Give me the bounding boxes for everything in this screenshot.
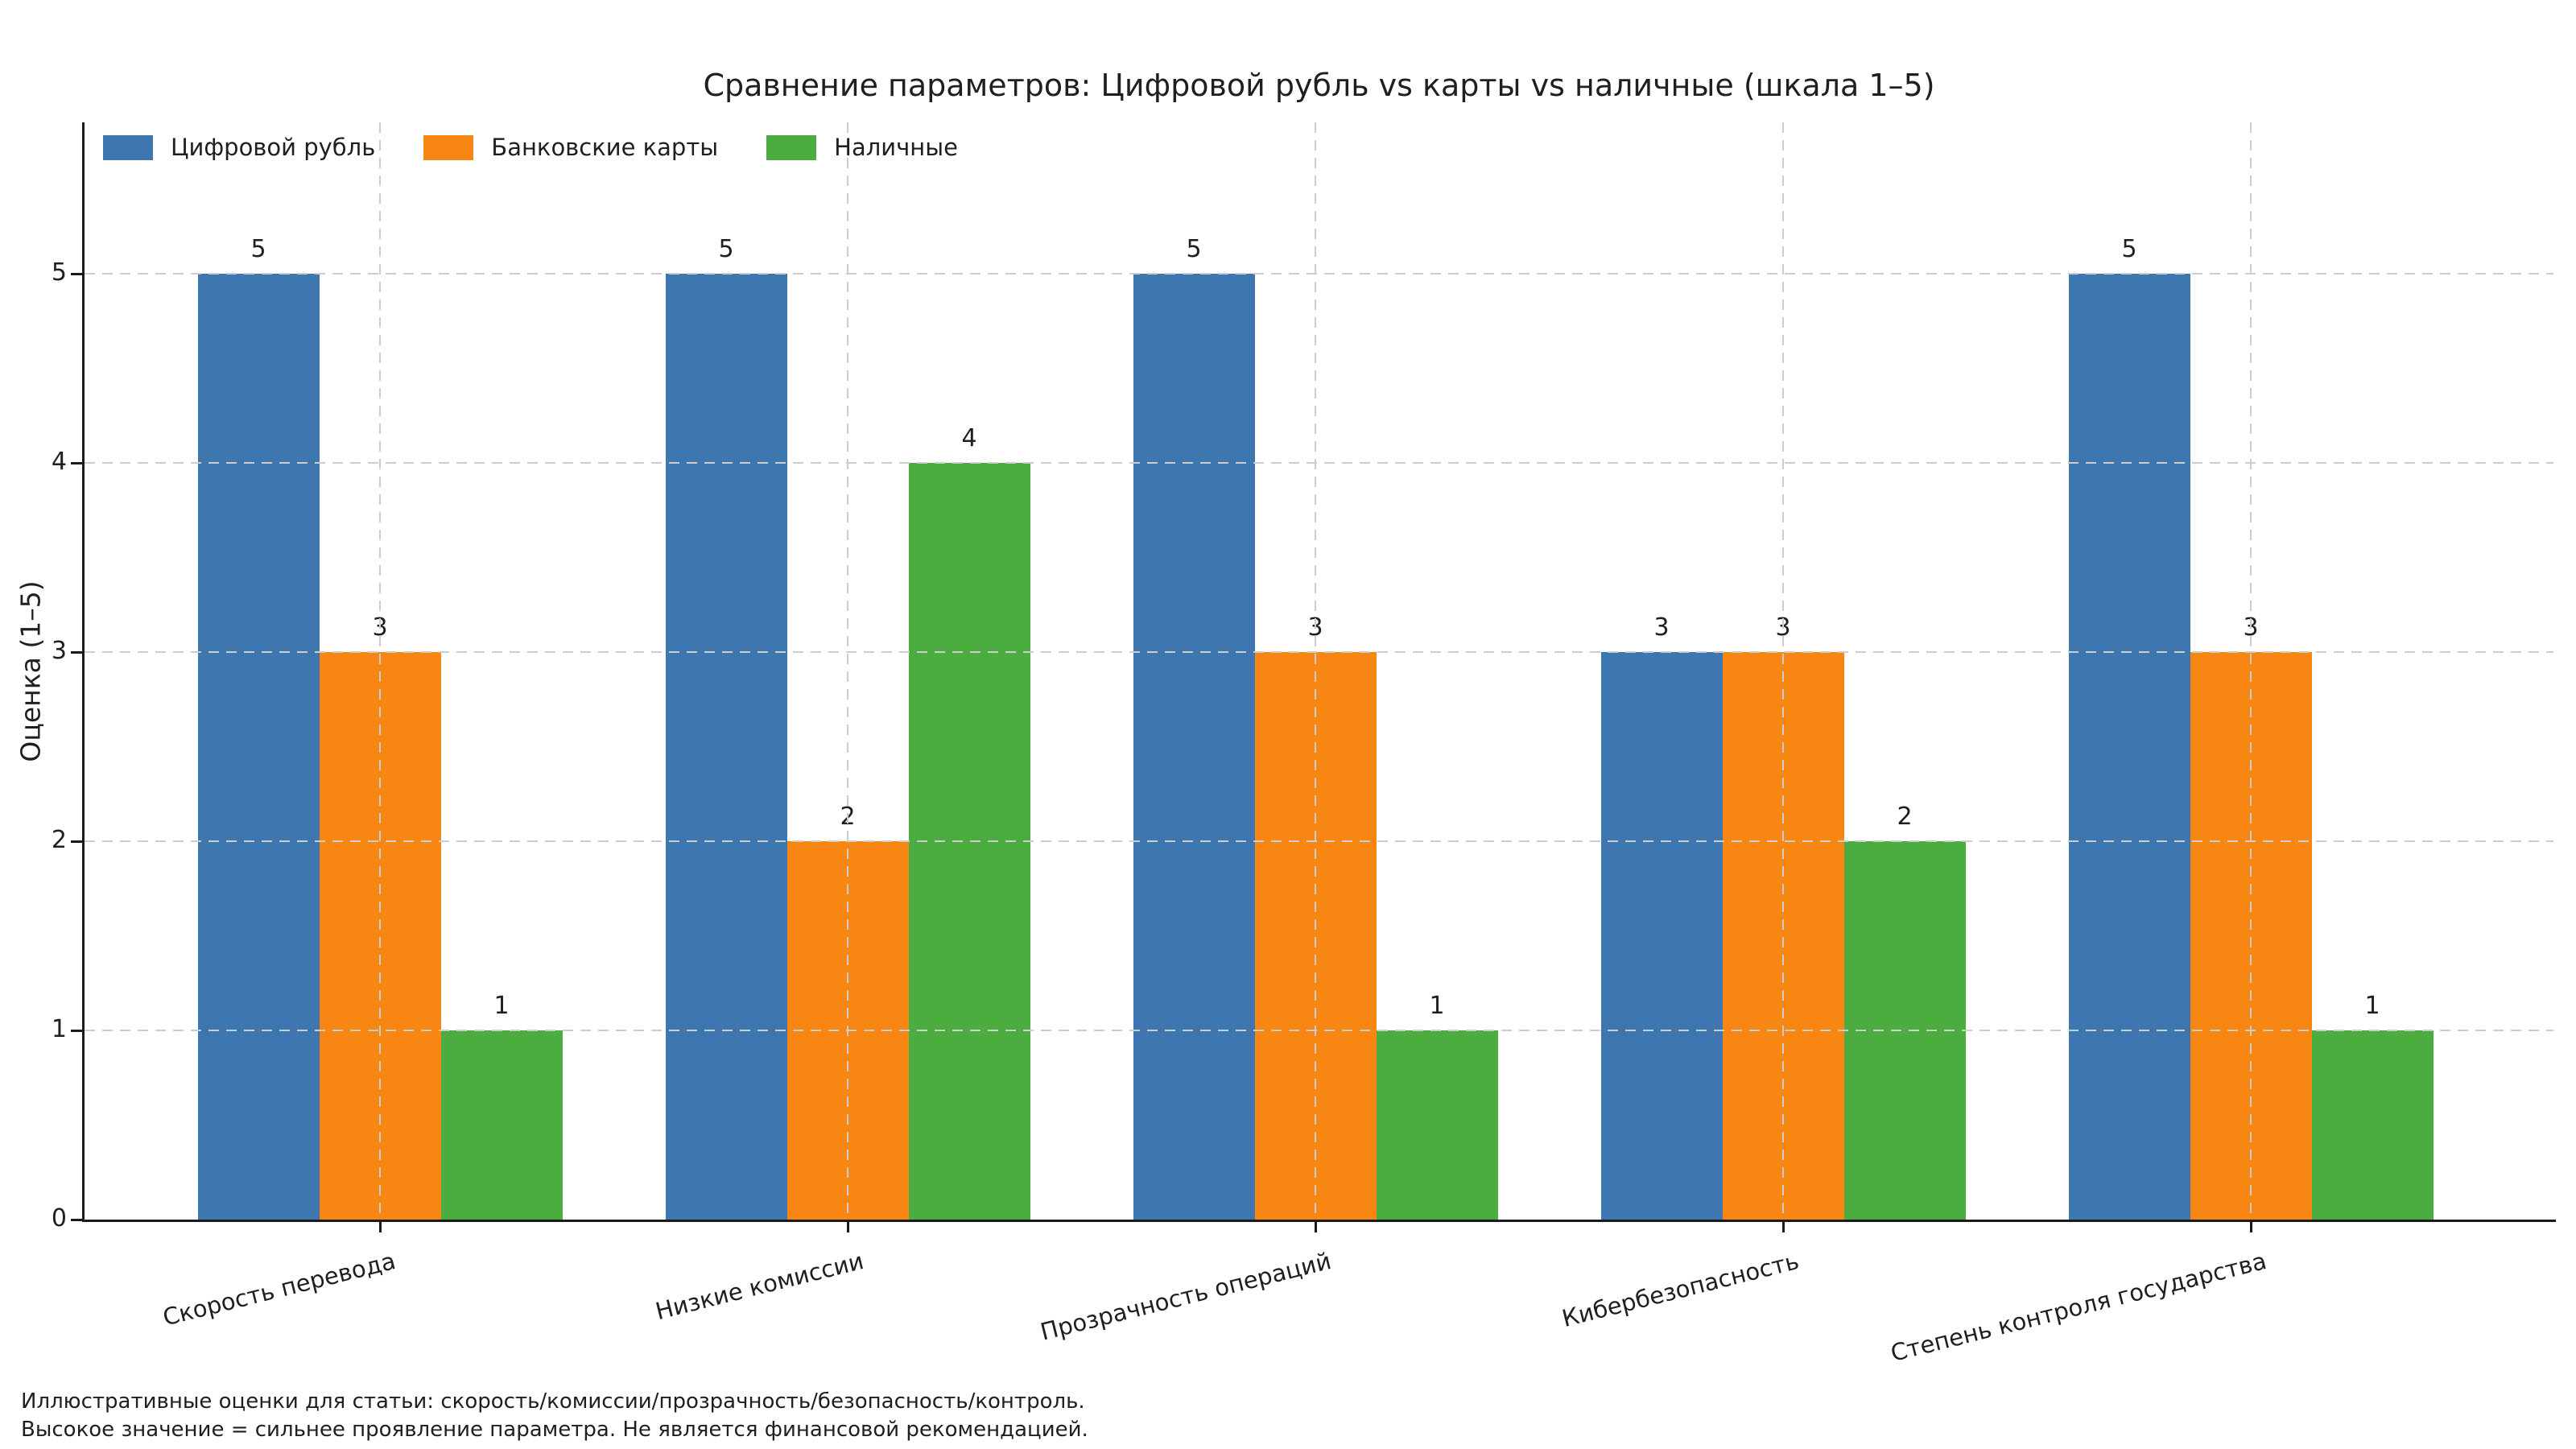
y-tick-label-5: 5 <box>51 258 67 287</box>
x-tick-label-2: Низкие комиссии <box>652 1247 867 1326</box>
y-tick-label-1: 1 <box>51 1015 67 1043</box>
bar-value-label: 1 <box>493 992 510 1020</box>
x-tick-mark <box>846 1222 849 1232</box>
bar-Цифровой рубль-5 <box>2068 274 2190 1220</box>
y-axis-label: Оценка (1–5) <box>14 580 47 762</box>
bar-value-label: 2 <box>840 803 856 831</box>
legend-entry: Наличные <box>766 134 958 161</box>
y-tick-mark <box>71 1029 82 1032</box>
y-tick-label-2: 2 <box>51 826 67 854</box>
bar-value-label: 1 <box>1429 992 1445 1020</box>
bar-Наличные-2 <box>908 463 1030 1220</box>
x-tick-mark <box>2249 1222 2252 1232</box>
y-tick-label-3: 3 <box>51 637 67 665</box>
x-tick-mark <box>1781 1222 1785 1232</box>
bar-Цифровой рубль-3 <box>1133 274 1255 1220</box>
bar-Банковские карты-1 <box>319 652 441 1220</box>
y-tick-mark <box>71 840 82 843</box>
plot-area <box>82 122 2556 1222</box>
x-tick-label-3: Прозрачность операций <box>1038 1247 1335 1346</box>
bar-Наличные-1 <box>440 1030 563 1220</box>
footnote-line-1: Иллюстративные оценки для статьи: скорос… <box>21 1389 1085 1414</box>
x-tick-label-5: Степень контроля государства <box>1888 1247 2270 1368</box>
bar-Наличные-4 <box>1843 841 1966 1220</box>
legend-swatch-icon <box>423 134 474 160</box>
bar-value-label: 3 <box>1653 613 1670 642</box>
legend-swatch-icon <box>103 134 153 160</box>
bar-value-label: 5 <box>2121 235 2137 263</box>
bar-value-label: 4 <box>961 424 977 452</box>
bar-Банковские карты-2 <box>786 841 909 1220</box>
bar-value-label: 1 <box>2364 992 2380 1020</box>
legend-label: Наличные <box>834 134 958 161</box>
x-tick-label-1: Скорость перевода <box>160 1247 399 1331</box>
legend-label: Банковские карты <box>491 134 719 161</box>
y-tick-mark <box>71 650 82 654</box>
x-tick-label-4: Кибербезопасность <box>1559 1247 1802 1332</box>
bar-value-label: 3 <box>2243 613 2259 642</box>
legend-entry: Цифровой рубль <box>103 134 375 161</box>
legend-label: Цифровой рубль <box>171 134 376 161</box>
y-tick-mark <box>71 272 82 275</box>
bar-Банковские карты-4 <box>1722 652 1844 1220</box>
y-tick-mark <box>71 461 82 464</box>
x-tick-mark <box>1314 1222 1317 1232</box>
bar-Банковские карты-3 <box>1254 652 1377 1220</box>
bar-value-label: 5 <box>718 235 734 263</box>
bar-Банковские карты-5 <box>2190 652 2312 1220</box>
chart-title: Сравнение параметров: Цифровой рубль vs … <box>703 68 1935 103</box>
x-tick-mark <box>378 1222 382 1232</box>
bar-value-label: 3 <box>1307 613 1323 642</box>
bar-Цифровой рубль-4 <box>1600 652 1723 1220</box>
bar-value-label: 2 <box>1897 803 1913 831</box>
bar-Наличные-3 <box>1376 1030 1498 1220</box>
legend-swatch-icon <box>766 134 817 160</box>
bar-Наличные-5 <box>2311 1030 2434 1220</box>
footnote-line-2: Высокое значение = сильнее проявление па… <box>21 1418 1088 1442</box>
bar-Цифровой рубль-2 <box>665 274 787 1220</box>
y-tick-mark <box>71 1218 82 1221</box>
legend: Цифровой рубль Банковские карты Наличные <box>103 134 958 161</box>
legend-entry: Банковские карты <box>423 134 718 161</box>
y-tick-label-0: 0 <box>51 1204 67 1232</box>
bar-value-label: 3 <box>1775 613 1791 642</box>
bar-value-label: 5 <box>250 235 266 263</box>
bar-Цифровой рубль-1 <box>197 274 320 1220</box>
y-tick-label-4: 4 <box>51 448 67 476</box>
bar-value-label: 3 <box>372 613 388 642</box>
bar-value-label: 5 <box>1186 235 1202 263</box>
